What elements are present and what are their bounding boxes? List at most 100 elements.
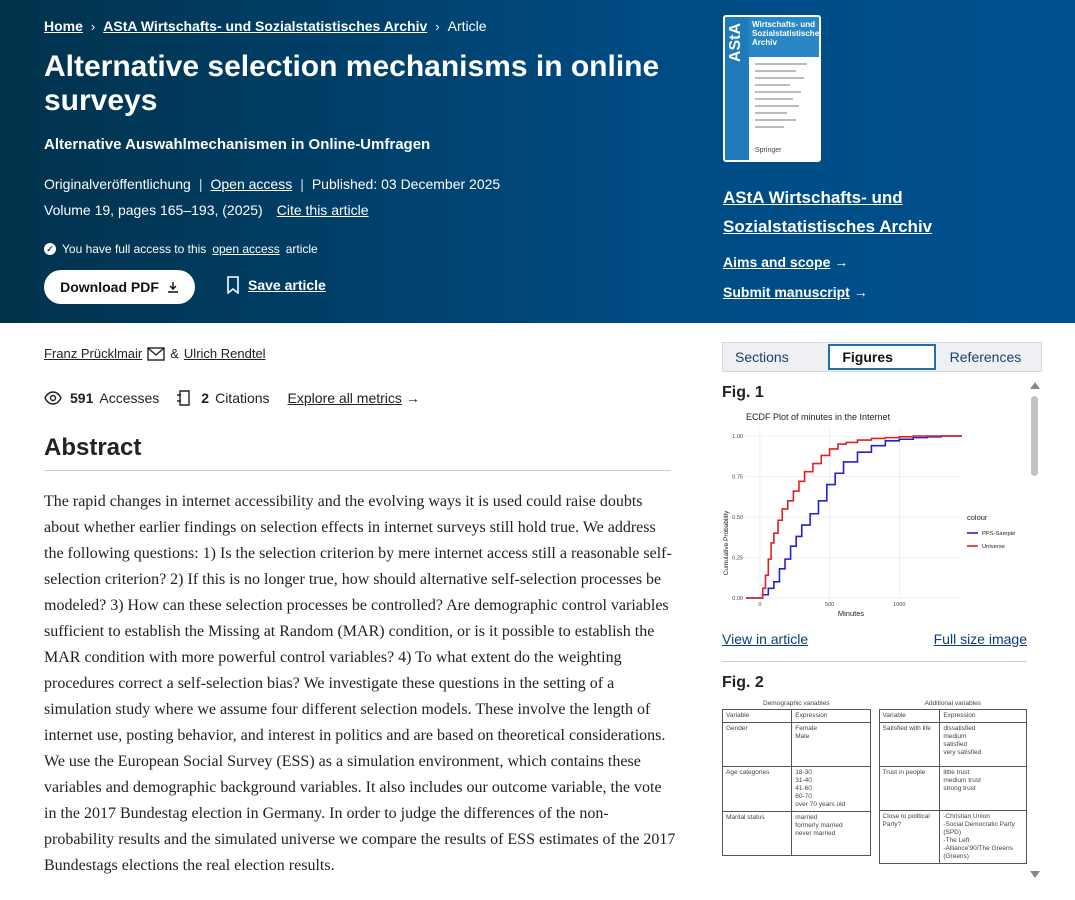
access-suffix: article (285, 242, 318, 256)
author-link[interactable]: Franz Prücklmair (44, 346, 143, 361)
save-article-label: Save article (248, 277, 326, 293)
abstract-heading: Abstract (44, 434, 142, 461)
y-tick-label: 0.75 (732, 475, 743, 481)
x-tick-label: 1000 (893, 602, 905, 608)
table-header-cell: Variable (722, 709, 793, 723)
cover-strip (725, 17, 749, 160)
table-cell: little trust medium trust strong trust (939, 766, 1027, 811)
download-pdf-button[interactable]: Download PDF (44, 270, 195, 304)
abstract-divider (44, 470, 671, 471)
chart-grid (746, 428, 962, 599)
article-type: Originalveröffentlichung (44, 176, 191, 192)
x-tick-label: 0 (758, 602, 761, 608)
bookmark-icon (227, 276, 239, 294)
open-access-link[interactable]: Open access (210, 176, 293, 192)
figure-1-links: View in article Full size image (722, 631, 1027, 647)
journal-title-link[interactable]: AStA Wirtschafts- und Sozialstatistische… (723, 188, 933, 236)
breadcrumb-journal[interactable]: AStA Wirtschafts- und Sozialstatistische… (103, 18, 428, 34)
open-access-inline-link[interactable]: open access (212, 242, 280, 256)
table-header-cell: Expression (939, 709, 1027, 723)
citation-icon (177, 390, 190, 406)
download-icon (167, 282, 178, 293)
table-left: Demographic variables Variable Expression… (722, 700, 871, 864)
cover-title: Wirtschafts- und Sozialstatistisches Arc… (749, 17, 819, 57)
table-header-cell: Variable (878, 709, 941, 723)
chart-legend: PPS-Sample Universe (967, 531, 1015, 550)
author-list: Franz Prücklmair & Ulrich Rendtel (44, 346, 266, 361)
y-tick-label: 0.50 (732, 515, 743, 521)
tab-references[interactable]: References (949, 349, 1022, 365)
y-tick-label: 1.00 (732, 434, 743, 440)
explore-metrics-label: Explore all metrics (287, 390, 402, 406)
table-cell: Satisfied with life (878, 722, 941, 767)
explore-metrics-link[interactable]: Explore all metrics → (288, 390, 420, 406)
email-icon[interactable] (147, 346, 165, 361)
divider: | (198, 176, 203, 192)
table-row: Close to political Party? -Christian Unio… (878, 810, 1027, 864)
citations-count: 2 (201, 390, 210, 406)
check-circle-icon: ✓ (44, 243, 56, 255)
table-row: Trust in people little trust medium trust s… (878, 766, 1027, 811)
chevron-right-icon: › (90, 18, 96, 34)
table-cell: married formerly married never married (791, 811, 871, 856)
divider: | (300, 176, 304, 192)
download-pdf-label: Download PDF (60, 279, 159, 295)
cite-article-link[interactable]: Cite this article (276, 202, 369, 218)
panel-scrollbar[interactable] (1029, 382, 1041, 878)
legend-label: PPS-Sample (982, 531, 1015, 537)
view-in-article-link[interactable]: View in article (722, 631, 809, 647)
scrollbar-thumb[interactable] (1031, 396, 1038, 476)
scroll-up-icon[interactable] (1030, 382, 1040, 389)
figure-1-chart[interactable]: ECDF Plot of minutes in the Internet 0.0… (722, 408, 1027, 618)
cover-publisher: Springer (755, 147, 782, 154)
cover-contents (755, 63, 813, 133)
breadcrumb: Home › AStA Wirtschafts- und Sozialstati… (44, 18, 487, 34)
table-header-row: Variable Expression (722, 709, 871, 723)
figure-2-table-image[interactable]: Demographic variables Variable Expression… (722, 700, 1027, 864)
scroll-down-icon[interactable] (1030, 871, 1040, 878)
volume-info: Volume 19, pages 165–193, (2025) (44, 202, 263, 218)
chart-ylabel: Cumulative Probability (723, 510, 730, 575)
table-right-caption: Additional variables (924, 700, 981, 707)
submit-manuscript-link[interactable]: Submit manuscript → (723, 284, 868, 300)
figures-panel: Fig. 1 ECDF Plot of minutes in the Inter… (722, 384, 1027, 879)
chart-ticks: 0.00 0.25 0.50 0.75 1.00 0 500 1000 (732, 434, 905, 608)
save-article-button[interactable]: Save article (226, 276, 326, 294)
chevron-right-icon: › (435, 18, 440, 34)
table-cell: dissatisfied medium satisfied very satisfie… (939, 722, 1027, 767)
access-prefix: You have full access to this (62, 242, 207, 256)
sidebar-tabs: Sections Figures References (722, 342, 1042, 372)
published-date: Published: 03 December 2025 (311, 176, 501, 192)
full-size-image-link[interactable]: Full size image (933, 631, 1027, 647)
table-cell: Marital status (722, 811, 793, 856)
author-link[interactable]: Ulrich Rendtel (183, 346, 266, 361)
legend-title: colour (967, 513, 988, 522)
table-right: Additional variables Variable Expression S… (878, 700, 1028, 864)
x-tick-label: 500 (825, 602, 834, 608)
figure-1-label: Fig. 1 (722, 384, 764, 401)
article-metrics: 591 Accesses 2 Citations Explore all met… (44, 389, 420, 407)
aims-scope-link[interactable]: Aims and scope → (723, 254, 848, 270)
series-line (746, 435, 962, 599)
series-line (746, 435, 962, 599)
legend-label: Universe (982, 544, 1005, 550)
breadcrumb-home[interactable]: Home (44, 18, 83, 34)
table-right-grid: Variable Expression Satisfied with life dis… (878, 709, 1028, 864)
figure-2-label: Fig. 2 (722, 674, 764, 691)
table-row: Age categories 18-30 31-40 41-60 60-70 over 7… (722, 766, 871, 812)
accesses-label: Accesses (99, 390, 160, 406)
article-meta: Originalveröffentlichung | Open access |… (44, 176, 500, 192)
chart-series (746, 435, 962, 599)
author-separator: & (170, 346, 179, 361)
tab-figures[interactable]: Figures (828, 344, 936, 370)
table-cell: Gender (722, 722, 793, 767)
table-left-grid: Variable Expression Gender Female Male Age ca… (722, 709, 871, 856)
y-tick-label: 0.00 (732, 596, 743, 602)
table-cell: Trust in people (878, 766, 941, 811)
aims-scope-label: Aims and scope (723, 254, 831, 270)
accesses-count: 591 (70, 390, 94, 406)
tab-sections[interactable]: Sections (735, 349, 789, 365)
table-cell: Age categories (722, 766, 793, 812)
journal-cover-image[interactable]: AStA Wirtschafts- und Sozialstatistische… (723, 15, 821, 162)
table-row: Marital status married formerly married nev… (722, 811, 871, 856)
